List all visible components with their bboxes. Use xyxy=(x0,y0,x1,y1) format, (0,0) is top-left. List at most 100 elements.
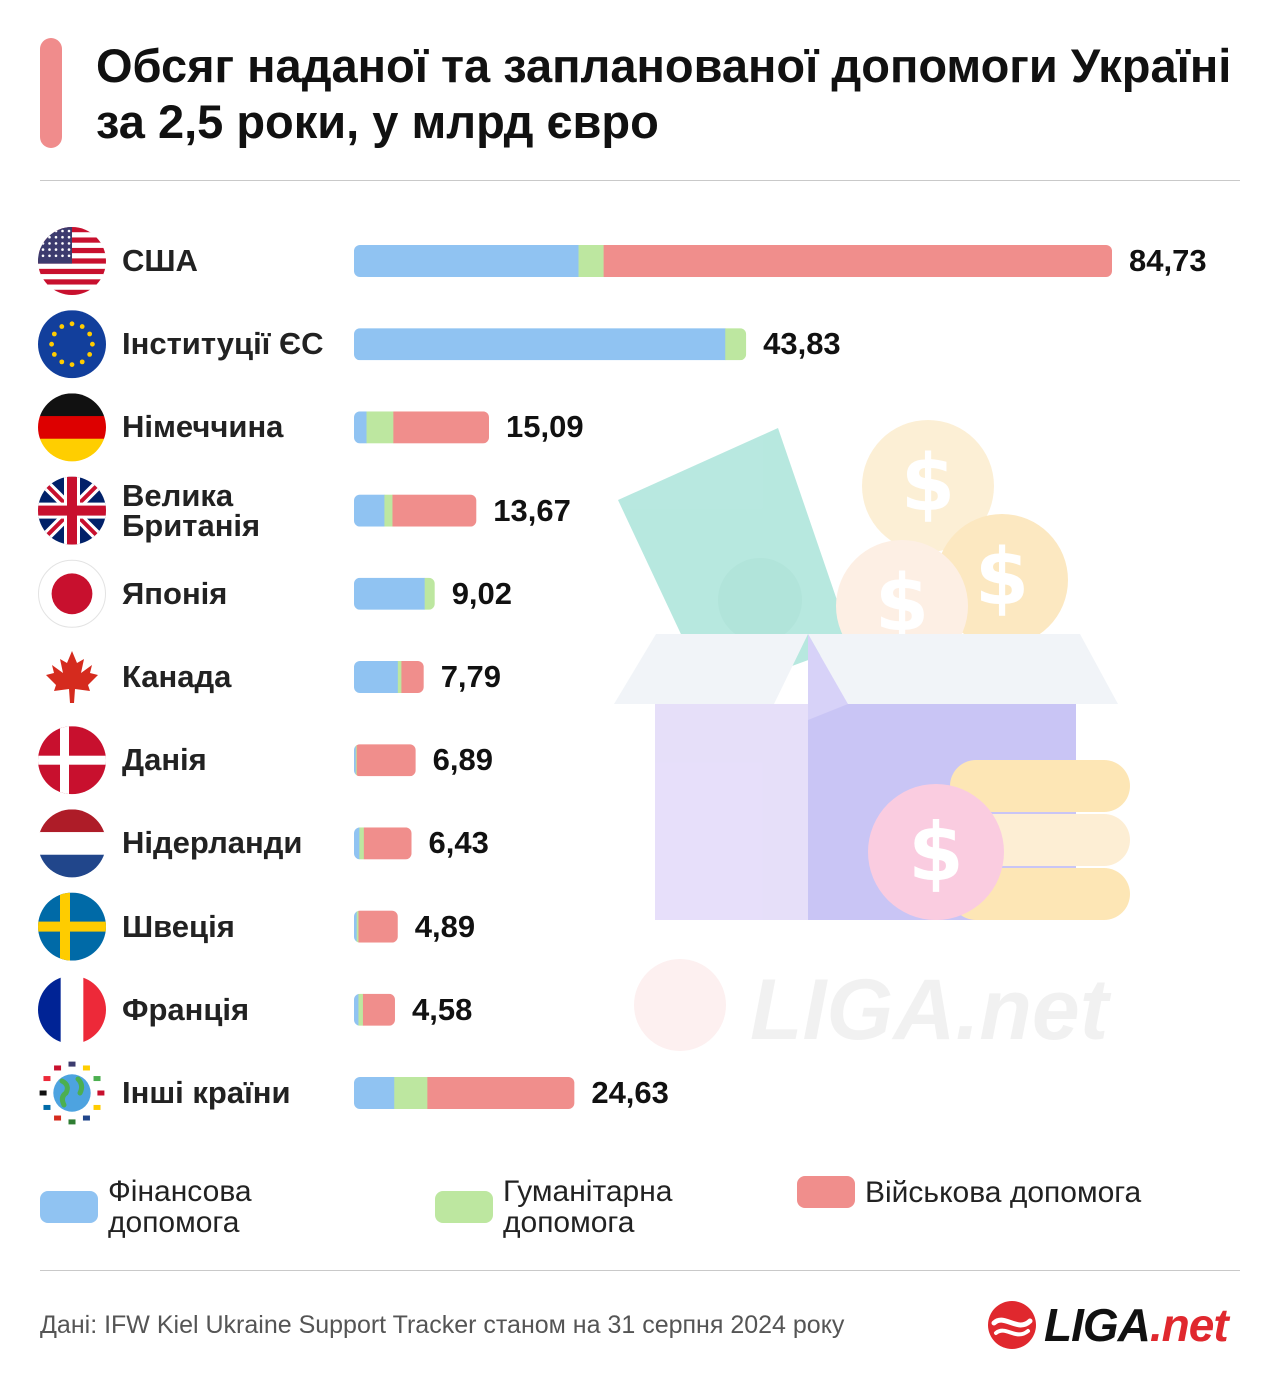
chart-row xyxy=(354,577,435,610)
watermark-mark-icon: LIGA.net xyxy=(634,959,1112,1058)
bar-segment-financial xyxy=(354,411,367,444)
category-label: Велика Британія xyxy=(122,477,261,543)
chart-row xyxy=(354,245,1112,277)
bar-segment-military xyxy=(393,411,489,444)
bar-segment-military xyxy=(603,245,1112,277)
bar-segment-humanitarian xyxy=(366,411,394,444)
uk-flag-icon xyxy=(38,476,106,545)
chart-row xyxy=(354,661,424,693)
chart-row xyxy=(354,910,398,943)
eu-flag-icon xyxy=(38,310,106,379)
legend-military: Військова допомога xyxy=(797,1176,1141,1208)
bar-segment-humanitarian xyxy=(359,827,365,860)
logo-text: LIGA xyxy=(1044,1299,1151,1351)
japan-flag-icon xyxy=(38,559,106,628)
category-label: США xyxy=(122,243,198,278)
category-label: Інші країни xyxy=(122,1075,291,1110)
denmark-flag-icon xyxy=(38,726,106,795)
legend-label-military: Військова допомога xyxy=(865,1175,1142,1209)
watermark-logo: LIGA.net xyxy=(630,955,1170,1060)
bar-segment-military xyxy=(362,993,395,1026)
total-value-label: 84,73 xyxy=(1129,243,1207,278)
category-label: Інституції ЄС xyxy=(122,326,324,362)
legend-label-humanitarian: Гуманітарна допомога xyxy=(503,1175,673,1239)
bottom-divider xyxy=(40,1270,1240,1271)
bar-segment-humanitarian xyxy=(424,577,435,610)
logo-suffix: .net xyxy=(1149,1299,1229,1351)
bar-segment-military xyxy=(358,910,398,943)
chart-row xyxy=(354,411,489,444)
bar-segment-financial xyxy=(354,577,425,610)
total-value-label: 4,89 xyxy=(414,908,476,944)
source-note: Дані: IFW Kiel Ukraine Support Tracker с… xyxy=(40,1311,845,1339)
bar-segment-financial xyxy=(354,661,399,693)
top-divider xyxy=(40,180,1240,181)
bar-segment-humanitarian xyxy=(397,661,402,693)
sweden-flag-icon xyxy=(38,892,106,961)
legend-financial: Фінансова допомога xyxy=(40,1176,252,1238)
svg-text:$: $ xyxy=(901,439,955,529)
legend-label-financial: Фінансова допомога xyxy=(108,1175,252,1239)
us-flag-icon xyxy=(38,227,106,295)
page-title: Обсяг наданої та запланованої допомоги У… xyxy=(96,39,1232,148)
svg-text:$: $ xyxy=(908,806,964,899)
chart-row xyxy=(354,993,395,1026)
total-value-label: 7,79 xyxy=(440,659,502,694)
total-value-label: 6,43 xyxy=(428,825,489,861)
bar-segment-financial xyxy=(354,744,357,777)
aid-bar-chart xyxy=(38,227,1112,1125)
svg-text:LIGA.net: LIGA.net xyxy=(750,962,1112,1055)
bar-segment-humanitarian xyxy=(725,328,747,361)
bar-segment-humanitarian xyxy=(358,993,364,1026)
liga-logo[interactable]: LIGA.net xyxy=(986,1298,1229,1352)
watermark-suffix: .net xyxy=(955,962,1111,1055)
legend-swatch-financial xyxy=(40,1191,98,1223)
bar-segment-humanitarian xyxy=(355,744,357,777)
chart-row xyxy=(354,744,416,777)
germany-flag-icon xyxy=(38,393,106,462)
bar-segment-financial xyxy=(354,1077,395,1109)
bar-segment-humanitarian xyxy=(394,1077,428,1109)
chart-row xyxy=(354,494,477,527)
total-value-label: 24,63 xyxy=(591,1075,669,1110)
legend-swatch-humanitarian xyxy=(435,1191,493,1223)
france-flag-icon xyxy=(38,975,106,1044)
category-label: Данія xyxy=(122,742,207,778)
bar-segment-military xyxy=(363,827,412,860)
total-value-label: 13,67 xyxy=(493,492,571,528)
bar-segment-financial xyxy=(354,993,359,1026)
svg-text:$: $ xyxy=(975,533,1029,623)
chart-row xyxy=(354,1077,575,1109)
bar-segment-military xyxy=(427,1077,575,1109)
legend-swatch-military xyxy=(797,1176,855,1208)
bar-segment-financial xyxy=(354,910,357,943)
total-value-label: 15,09 xyxy=(505,409,584,445)
bar-segment-humanitarian xyxy=(578,245,604,277)
category-label: Канада xyxy=(122,659,232,694)
category-label: Швеція xyxy=(122,908,235,944)
globe-icon xyxy=(39,1061,105,1125)
money-box-illustration-icon: $ $ $ $ xyxy=(614,420,1130,920)
legend-humanitarian: Гуманітарна допомога xyxy=(435,1176,672,1238)
canada-flag-icon xyxy=(46,651,98,703)
bar-segment-financial xyxy=(354,245,579,277)
bar-segment-military xyxy=(401,661,424,693)
category-label: Нідерланди xyxy=(122,825,303,861)
bar-segment-military xyxy=(356,744,416,777)
chart-row xyxy=(354,328,747,361)
bar-segment-financial xyxy=(354,827,360,860)
bar-segment-humanitarian xyxy=(384,494,393,527)
liga-mark-icon xyxy=(988,1301,1036,1349)
watermark-text: LIGA xyxy=(750,962,955,1055)
total-value-label: 6,89 xyxy=(432,742,493,778)
bar-segment-financial xyxy=(354,328,726,361)
bar-segment-humanitarian xyxy=(356,910,359,943)
netherlands-flag-icon xyxy=(38,809,106,878)
category-label: Японія xyxy=(122,575,228,611)
total-value-label: 43,83 xyxy=(763,326,841,362)
bar-segment-military xyxy=(392,494,477,527)
category-label: Німеччина xyxy=(122,409,284,445)
total-value-label: 4,58 xyxy=(411,991,473,1027)
total-value-label: 9,02 xyxy=(451,575,513,611)
chart-row xyxy=(354,827,412,860)
